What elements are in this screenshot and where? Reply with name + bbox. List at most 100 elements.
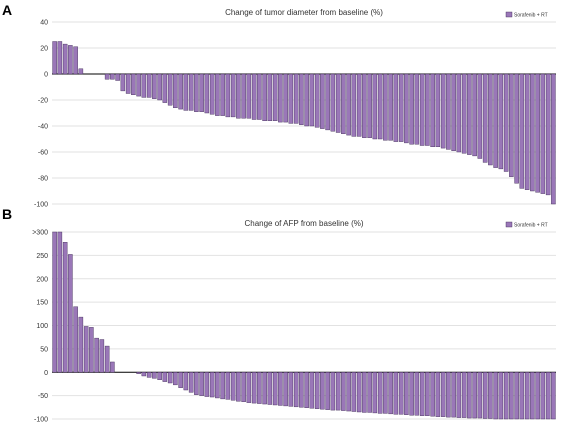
bar [451, 372, 456, 418]
y-tick-label: -20 [38, 98, 48, 105]
bar [482, 73, 488, 163]
bar [409, 372, 414, 416]
bar [456, 372, 462, 418]
bar [241, 372, 246, 402]
bar [398, 73, 404, 142]
y-tick-label: 250 [36, 253, 48, 260]
bar [456, 73, 462, 153]
panel-label: A [2, 2, 12, 18]
bar [52, 231, 57, 373]
bar [519, 372, 525, 420]
bar [341, 73, 346, 134]
bar [293, 73, 299, 124]
bar [52, 41, 57, 75]
bar [62, 242, 68, 373]
bar [304, 372, 309, 408]
bar [288, 73, 294, 124]
bar [383, 372, 388, 414]
bar [173, 73, 178, 108]
bar [257, 73, 262, 120]
bar [131, 73, 136, 95]
bar [194, 372, 199, 395]
bar [551, 372, 556, 420]
bar [251, 73, 257, 120]
y-tick-label: 150 [36, 300, 48, 307]
bar [251, 372, 257, 404]
bar [272, 372, 278, 406]
bar [320, 73, 325, 129]
bar [246, 73, 252, 119]
legend-swatch [505, 221, 513, 228]
bar [183, 372, 189, 391]
bar [425, 73, 430, 146]
bar [372, 372, 378, 414]
bar [73, 46, 78, 75]
bar [540, 372, 546, 420]
bar [194, 73, 199, 112]
bar [362, 73, 367, 138]
bar [330, 73, 336, 132]
bar [94, 337, 99, 373]
bar [493, 73, 498, 168]
y-tick-label: -50 [38, 393, 48, 400]
bar [68, 254, 73, 373]
bar [278, 73, 283, 123]
bar [367, 73, 372, 138]
bar [440, 73, 446, 149]
bar [356, 73, 362, 137]
bar [73, 306, 78, 373]
bar [204, 372, 210, 397]
bar [152, 372, 157, 379]
bar [257, 372, 262, 404]
bar [498, 372, 504, 420]
bar [299, 372, 304, 408]
bar [425, 372, 430, 416]
bar [535, 372, 540, 420]
bar [267, 372, 273, 405]
bar [414, 372, 420, 416]
bar [167, 73, 173, 106]
bar [188, 372, 194, 393]
bar [535, 73, 540, 193]
y-tick-label: -100 [34, 202, 48, 209]
bar [509, 73, 514, 177]
bar [314, 73, 320, 128]
bar [435, 372, 441, 417]
bar [267, 73, 273, 121]
bar [377, 73, 383, 140]
y-tick-label: -100 [34, 417, 48, 424]
bar [278, 372, 283, 406]
chart-title: Change of AFP from baseline (%) [244, 219, 363, 228]
bar [440, 372, 446, 417]
legend-label: Sorafenib + RT [514, 223, 548, 229]
bar [335, 73, 341, 133]
bar [482, 372, 488, 419]
bar [220, 73, 225, 116]
bar [377, 372, 383, 414]
y-tick-label: -80 [38, 176, 48, 183]
legend-label: Sorafenib + RT [514, 13, 548, 19]
bar [530, 372, 535, 420]
bar [325, 73, 330, 131]
bar [225, 73, 231, 118]
bar [104, 345, 110, 373]
bar [215, 372, 220, 399]
bar [115, 73, 120, 81]
bar [430, 372, 435, 417]
bar [472, 73, 477, 157]
panel-label: B [2, 206, 12, 222]
bar [141, 372, 147, 377]
bar [288, 372, 294, 407]
chart-panel-a: A Change of tumor diameter from baseline … [2, 2, 556, 209]
bar [393, 73, 399, 142]
bar [162, 73, 168, 103]
bar [351, 372, 357, 412]
bar [362, 372, 367, 413]
bar [283, 372, 288, 407]
bar [372, 73, 378, 140]
bar [472, 372, 477, 419]
bar [68, 45, 73, 75]
bar [136, 73, 141, 97]
bar [545, 73, 551, 196]
